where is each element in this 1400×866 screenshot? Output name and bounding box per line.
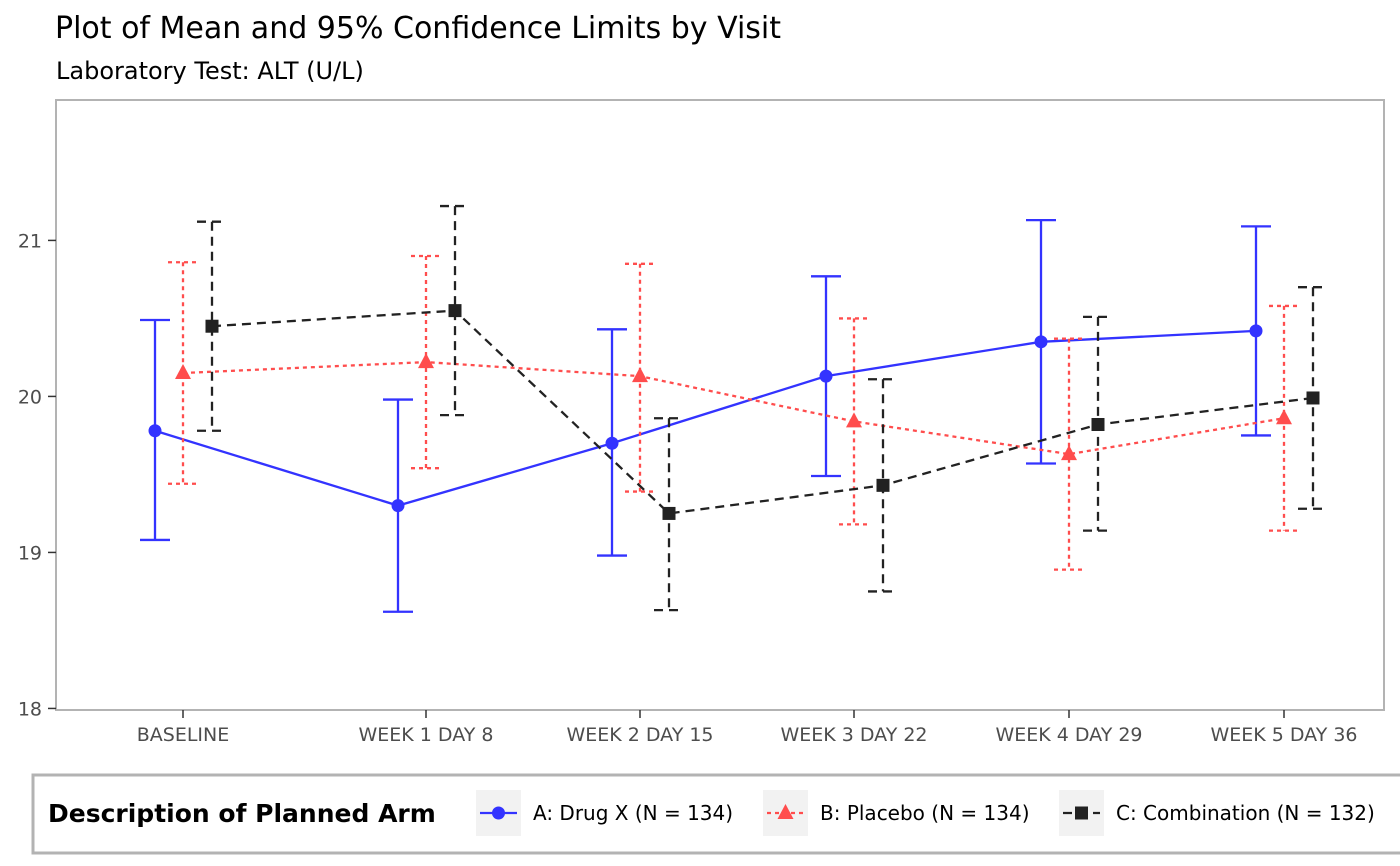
legend-key-marker: [777, 804, 794, 819]
data-point: [1034, 335, 1048, 349]
legend-item-3: C: Combination (N = 132): [1059, 790, 1375, 836]
legend-item-1: A: Drug X (N = 134): [476, 790, 733, 836]
data-point: [1306, 391, 1320, 405]
data-point: [1276, 409, 1292, 425]
x-tick-label: WEEK 5 DAY 36: [1210, 724, 1357, 746]
x-tick-label: WEEK 1 DAY 8: [359, 724, 494, 746]
data-point: [605, 436, 619, 450]
x-axis: BASELINE WEEK 1 DAY 8 WEEK 2 DAY 15 WEEK 3 …: [137, 710, 1358, 746]
y-tick-label: 18: [18, 698, 42, 720]
legend-label: A: Drug X (N = 134): [533, 801, 733, 825]
data-point: [391, 499, 405, 513]
x-tick-label: WEEK 3 DAY 22: [780, 724, 927, 746]
legend-item-2: B: Placebo (N = 134): [763, 790, 1030, 836]
y-tick-label: 21: [18, 230, 42, 252]
plot-panel-border: [55, 99, 1385, 711]
legend-box: [31, 773, 1400, 855]
data-point: [1061, 445, 1077, 461]
legend-label: C: Combination (N = 132): [1116, 801, 1375, 825]
legend-label: B: Placebo (N = 134): [820, 801, 1030, 825]
x-tick-label: WEEK 4 DAY 29: [995, 724, 1142, 746]
data-point: [205, 319, 219, 333]
data-point: [876, 478, 890, 492]
data-point: [632, 367, 648, 383]
series-2: [168, 254, 1299, 571]
data-point: [819, 369, 833, 383]
data-point: [418, 353, 434, 369]
legend-title: Description of Planned Arm: [48, 799, 436, 828]
series-line: [154, 329, 1257, 507]
data-point: [448, 304, 462, 318]
series-line: [211, 309, 1314, 515]
y-tick-label: 19: [18, 542, 42, 564]
data-point: [148, 424, 162, 438]
y-tick-label: 20: [18, 386, 42, 408]
legend-items: A: Drug X (N = 134) B: Placebo (N = 134) C…: [476, 790, 1375, 836]
data-point: [1091, 418, 1105, 432]
legend-key-marker: [1075, 806, 1088, 820]
x-tick-label: WEEK 2 DAY 15: [566, 724, 713, 746]
chart-title: Plot of Mean and 95% Confidence Limits b…: [55, 11, 781, 46]
x-tick-label: BASELINE: [137, 724, 230, 746]
series-1: [140, 218, 1271, 613]
series-layer: [140, 204, 1328, 613]
data-point: [662, 506, 676, 520]
data-point: [175, 364, 191, 380]
y-axis: 18 19 20 21: [18, 230, 56, 720]
series-line: [182, 360, 1285, 456]
series-3: [197, 204, 1328, 612]
data-point: [846, 412, 862, 428]
data-point: [1249, 324, 1263, 338]
chart-subtitle: Laboratory Test: ALT (U/L): [56, 57, 364, 85]
legend-key-marker: [492, 806, 505, 820]
